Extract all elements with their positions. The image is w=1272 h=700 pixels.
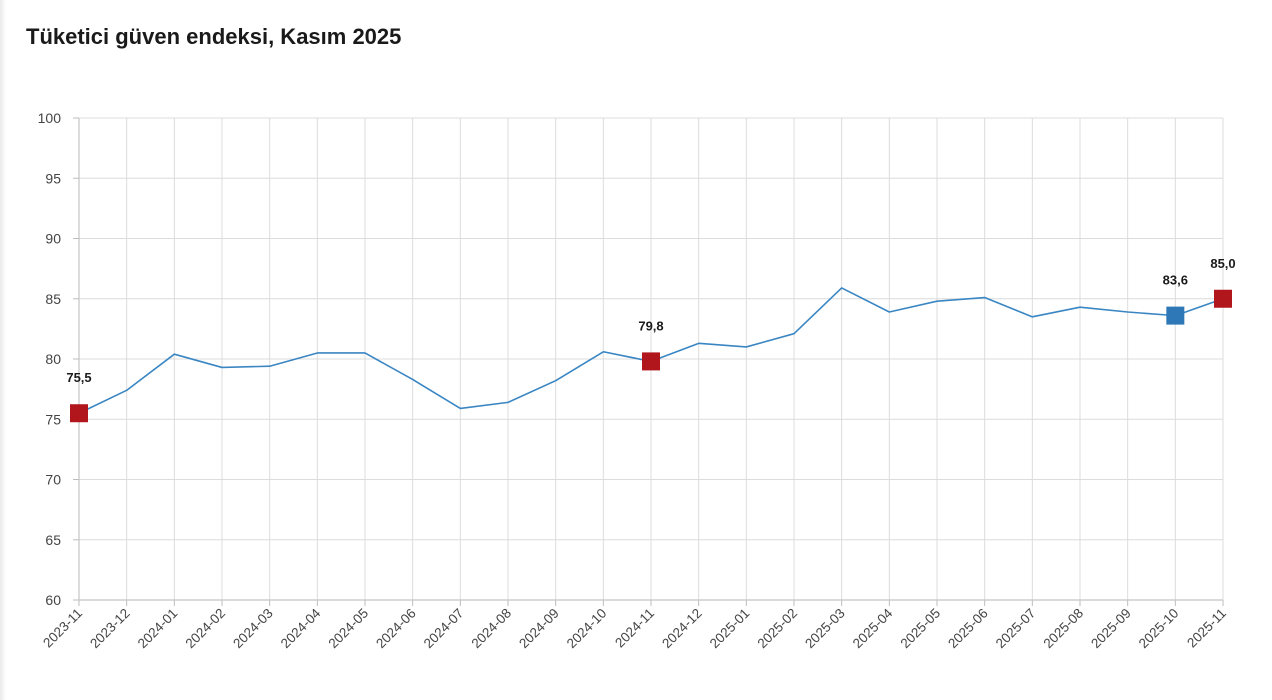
x-tick-label: 2024-11	[612, 606, 657, 651]
data-label: 79,8	[638, 318, 663, 333]
data-label: 83,6	[1163, 273, 1188, 288]
data-point	[936, 300, 938, 302]
x-tick-label: 2024-08	[468, 606, 514, 652]
data-point	[364, 352, 366, 354]
data-label: 75,5	[66, 370, 91, 385]
x-tick-label: 2025-01	[707, 606, 753, 652]
y-tick-label: 95	[45, 170, 61, 186]
data-point	[125, 389, 127, 391]
data-point	[221, 366, 223, 368]
x-axis-ticks: 2023-11 2023-12 2024-01 2024-02 2024-03 2024-…	[40, 605, 1229, 651]
x-tick-label: 2025-07	[993, 606, 1039, 652]
highlight-marker	[1214, 289, 1232, 308]
x-tick-label: 2025-09	[1088, 606, 1134, 652]
data-point	[840, 287, 842, 289]
data-point	[793, 332, 795, 334]
y-tick-label: 85	[45, 291, 61, 307]
y-tick-label: 100	[38, 110, 62, 126]
x-tick-label: 2024-03	[230, 606, 276, 652]
highlight-marker	[70, 404, 88, 423]
x-tick-label: 2025-03	[802, 606, 848, 652]
x-tick-label: 2025-08	[1040, 606, 1086, 652]
data-point	[602, 351, 604, 353]
data-point	[888, 311, 890, 313]
x-tick-label: 2024-09	[516, 606, 562, 652]
data-label: 85,0	[1210, 256, 1235, 271]
chart-highlight-markers: 75,5 79,8 83,6 85,0	[66, 256, 1236, 423]
data-point	[507, 401, 509, 403]
page-edge-shadow	[0, 0, 6, 700]
x-tick-label: 2024-06	[373, 606, 419, 652]
x-tick-label: 2025-04	[850, 605, 896, 651]
x-tick-label: 2024-10	[564, 606, 610, 652]
data-point	[459, 407, 461, 409]
y-tick-label: 70	[45, 472, 61, 488]
chart-title: Tüketici güven endeksi, Kasım 2025	[26, 24, 402, 49]
y-tick-label: 90	[45, 231, 61, 247]
x-tick-label: 2025-06	[945, 606, 991, 652]
data-point	[983, 296, 985, 298]
x-tick-label: 2024-01	[135, 606, 181, 652]
data-point	[173, 353, 175, 355]
highlight-marker	[642, 352, 660, 371]
data-point	[697, 342, 699, 344]
y-tick-label: 75	[45, 411, 61, 427]
y-tick-label: 80	[45, 351, 61, 367]
x-tick-label: 2024-02	[182, 606, 228, 652]
x-tick-label: 2024-04	[278, 605, 324, 651]
data-point	[554, 379, 556, 381]
y-tick-label: 65	[45, 532, 61, 548]
x-tick-label: 2025-02	[754, 606, 800, 652]
x-tick-label: 2025-11	[1184, 606, 1229, 651]
data-point	[411, 378, 413, 380]
data-point	[1031, 316, 1033, 318]
y-tick-label: 60	[45, 592, 61, 608]
x-tick-label: 2023-12	[87, 606, 133, 652]
data-point	[1079, 306, 1081, 308]
x-tick-label: 2025-10	[1136, 606, 1182, 652]
x-tick-label: 2024-12	[659, 606, 705, 652]
x-tick-label: 2025-05	[897, 606, 943, 652]
data-point	[1126, 311, 1128, 313]
data-point	[316, 352, 318, 354]
chart-axes	[73, 117, 1224, 606]
data-point	[745, 346, 747, 348]
x-tick-label: 2024-07	[421, 606, 467, 652]
highlight-marker	[1166, 306, 1185, 325]
y-axis-ticks: 60 65 70 75 80 85 90 95 100	[38, 110, 62, 608]
data-point	[268, 365, 270, 367]
x-tick-label: 2024-05	[325, 606, 371, 652]
x-tick-label: 2023-11	[40, 606, 85, 651]
